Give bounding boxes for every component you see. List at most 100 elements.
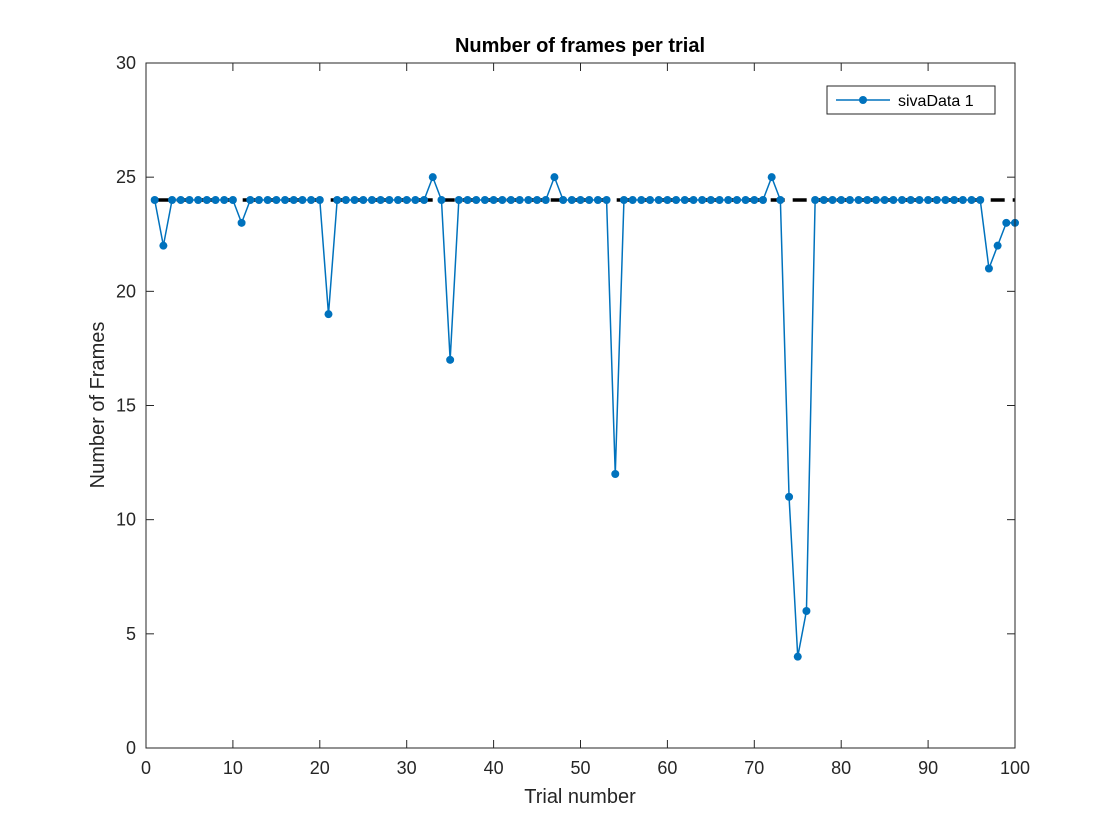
data-point [263, 196, 272, 204]
data-point [350, 196, 359, 204]
data-point [168, 196, 177, 204]
data-point [698, 196, 707, 204]
data-point [689, 196, 698, 204]
data-point [741, 196, 750, 204]
x-tick-label: 0 [141, 758, 151, 778]
data-point [585, 196, 594, 204]
data-point [793, 652, 802, 661]
data-point [524, 196, 533, 204]
data-point [672, 196, 681, 204]
data-point [185, 196, 194, 204]
data-point [602, 196, 611, 204]
data-point [428, 173, 437, 182]
x-tick-label: 90 [918, 758, 938, 778]
y-axis-label: Number of Frames [87, 322, 109, 489]
data-point [220, 196, 229, 204]
data-point [550, 173, 559, 182]
data-point [559, 196, 568, 204]
data-point [176, 196, 185, 204]
y-tick-label: 0 [126, 738, 136, 758]
x-axis-label: Trial number [524, 786, 636, 808]
data-point [567, 196, 576, 204]
data-point [637, 196, 646, 204]
data-point [315, 196, 324, 204]
x-tick-label: 40 [484, 758, 504, 778]
data-point [871, 196, 880, 204]
axes-box [145, 62, 1016, 749]
data-point [489, 196, 498, 204]
data-point [376, 196, 385, 204]
data-point [246, 196, 255, 204]
y-tick-label: 30 [116, 53, 136, 73]
data-point [758, 196, 767, 204]
data-point [898, 196, 907, 204]
data-point [341, 196, 350, 204]
data-point [837, 196, 846, 204]
data-point [811, 196, 820, 204]
data-point [680, 196, 689, 204]
data-point [828, 196, 837, 204]
data-point [976, 196, 985, 204]
data-point [576, 196, 585, 204]
data-point [611, 470, 620, 478]
data-point [706, 196, 715, 204]
data-point [776, 196, 785, 204]
data-point [211, 196, 220, 204]
data-point [272, 196, 281, 204]
data-point [993, 241, 1002, 250]
data-point [454, 196, 463, 204]
ticks-layer: 0 10 20 30 40 50 60 70 80 90 100 0 5 10 15 20 25 30 [116, 53, 1030, 778]
data-point [724, 196, 733, 204]
series-line [153, 176, 1015, 658]
data-point [437, 196, 446, 204]
y-tick-label: 15 [116, 396, 136, 416]
series-layer [150, 173, 1019, 661]
data-point [750, 196, 759, 204]
x-tick-label: 100 [1000, 758, 1030, 778]
data-point [506, 196, 515, 204]
data-point [298, 196, 307, 204]
data-point [394, 196, 403, 204]
data-point [324, 310, 333, 319]
x-tick-label: 50 [570, 758, 590, 778]
data-point [159, 241, 168, 250]
legend: sivaData 1 [826, 85, 996, 115]
data-point [1002, 218, 1011, 227]
x-tick-label: 10 [223, 758, 243, 778]
data-point [802, 607, 811, 615]
data-point [819, 196, 828, 204]
y-tick-label: 5 [126, 624, 136, 644]
data-point [646, 196, 655, 204]
data-point [967, 196, 976, 204]
data-point [863, 196, 872, 204]
data-point [984, 264, 993, 273]
data-point [950, 196, 959, 204]
data-point [411, 196, 420, 204]
data-point [289, 196, 298, 204]
data-point [541, 196, 550, 204]
x-tick-label: 80 [831, 758, 851, 778]
data-point [367, 196, 376, 204]
x-tick-label: 20 [310, 758, 330, 778]
data-point [880, 196, 889, 204]
data-point [150, 196, 159, 204]
data-point [941, 196, 950, 204]
data-point [420, 196, 429, 204]
data-point [359, 196, 368, 204]
data-point [654, 196, 663, 204]
data-point [385, 196, 394, 204]
data-point [915, 196, 924, 204]
data-point [194, 196, 203, 204]
x-tick-label: 70 [744, 758, 764, 778]
y-tick-label: 25 [116, 167, 136, 187]
data-point [932, 196, 941, 204]
data-point [845, 196, 854, 204]
data-point [906, 196, 915, 204]
data-point [480, 196, 489, 204]
data-point [402, 196, 411, 204]
data-point [619, 196, 628, 204]
data-point [498, 196, 507, 204]
y-tick-label: 20 [116, 281, 136, 301]
